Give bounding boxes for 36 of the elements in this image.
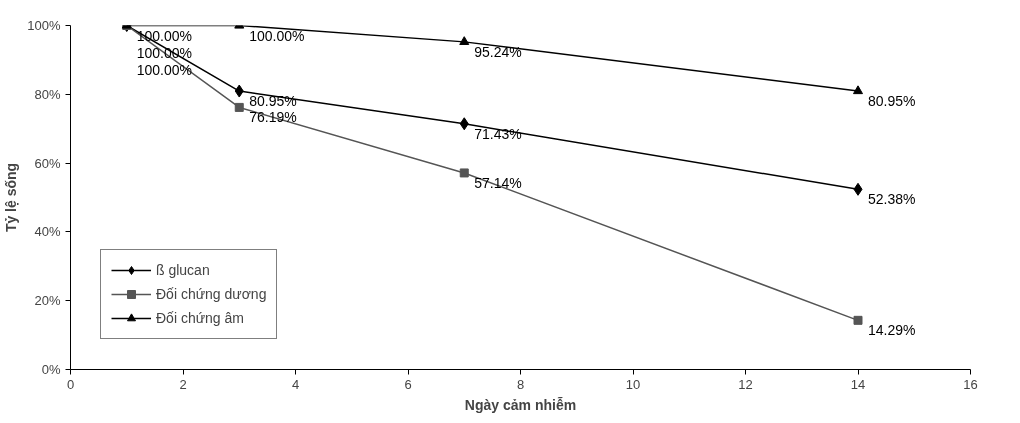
x-tick-label: 6 (404, 376, 412, 392)
point (459, 168, 469, 178)
data-label: 80.95% (249, 93, 297, 110)
legend-label: Đối chứng dương (156, 286, 267, 302)
x-tick-label: 2 (179, 376, 187, 392)
data-label: 71.43% (474, 125, 522, 142)
data-label: 95.24% (474, 43, 522, 60)
data-label: 80.95% (868, 93, 916, 110)
y-tick-label: 40% (34, 224, 61, 240)
data-label: 100.00% (136, 61, 193, 78)
x-tick-label: 10 (625, 376, 641, 392)
point (853, 315, 863, 325)
y-axis-title: Tỷ lệ sống (3, 162, 20, 233)
point (853, 182, 863, 196)
x-tick-label: 12 (738, 376, 753, 392)
point (234, 84, 244, 98)
x-tick-label: 14 (850, 376, 866, 392)
point (459, 117, 469, 131)
y-tick-label: 80% (34, 86, 61, 102)
data-label: 52.38% (868, 191, 916, 208)
x-tick-label: 4 (291, 376, 300, 392)
y-tick-label: 0% (41, 362, 61, 377)
y-tick-label: 100% (27, 18, 61, 33)
x-tick-label: 0 (66, 376, 75, 392)
legend-label: ß glucan (156, 262, 210, 278)
x-tick-label: 8 (516, 376, 525, 392)
point (234, 102, 244, 112)
y-tick-label: 60% (34, 155, 61, 171)
point (853, 85, 863, 95)
point (459, 36, 470, 45)
x-axis-title: Ngày cảm nhiễm (464, 396, 577, 413)
legend-label: Đối chứng âm (156, 310, 244, 326)
x-tick-label: 16 (963, 376, 978, 392)
data-label: 14.29% (868, 322, 916, 339)
data-label: 100.00% (249, 27, 305, 44)
y-tick-label: 20% (34, 293, 61, 309)
